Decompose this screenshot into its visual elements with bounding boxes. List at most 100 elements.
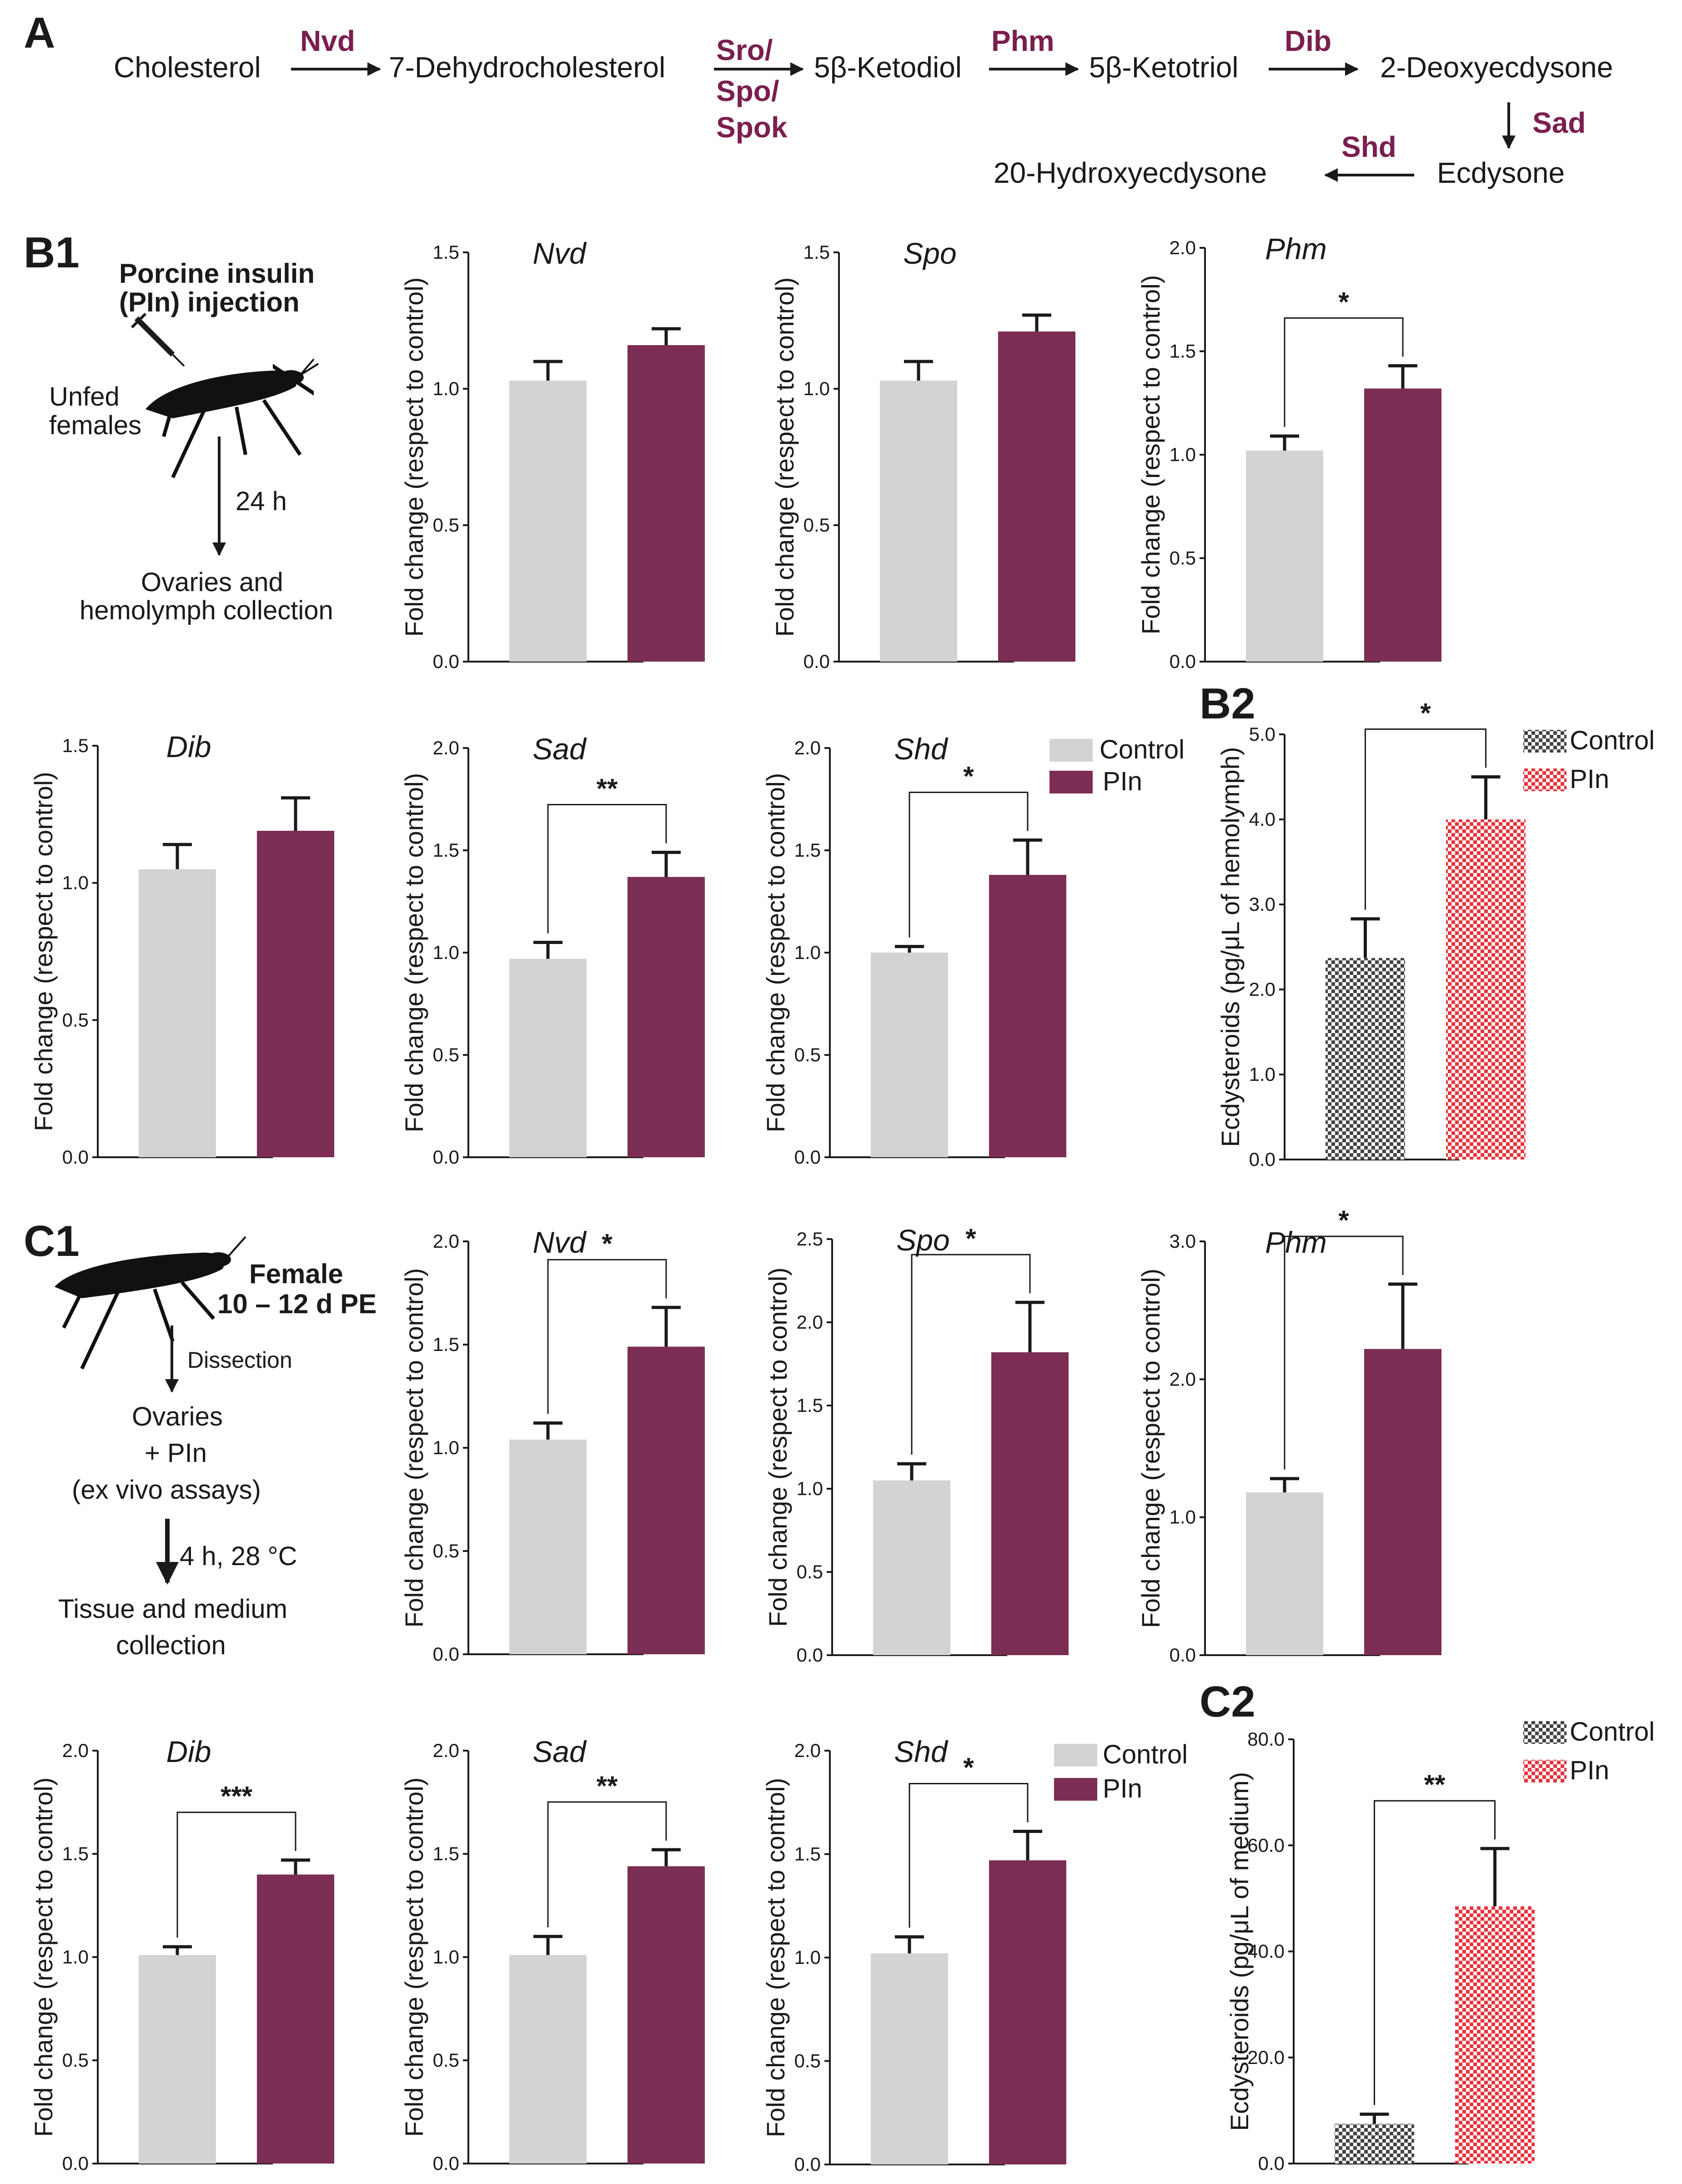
y-tick-label: 0.0 [433,651,459,672]
legend-swatch-control [1523,730,1567,753]
y-tick-label: 1.5 [62,735,89,756]
bar-control [871,1953,948,2164]
chart-title: Phm [1265,232,1327,266]
bar-control [871,953,948,1157]
y-axis-label: Fold change (respect to control) [400,1777,428,2137]
y-tick-label: 0.0 [433,1643,459,1665]
protocol-b-title-2: (PIn) injection [119,287,300,317]
y-tick-label: 2.0 [797,1311,823,1333]
compound-7-dehydrocholesterol: 7-Dehydrocholesterol [389,51,665,84]
bar-pin [1364,1349,1441,1655]
y-tick-label: 0.5 [62,1009,89,1030]
y-tick-label: 1.5 [1170,341,1196,362]
significance-label: * [1338,1205,1349,1235]
legend-c1: Control PIn [1054,1740,1188,1803]
chart-title: Dib [166,730,211,763]
y-tick-label: 0.0 [433,2153,459,2174]
legend-label-pin: PIn [1570,764,1609,794]
bar-control [873,1480,950,1655]
bar-control [880,381,957,662]
significance-label: ** [597,1771,618,1801]
chart-title: Nvd [532,236,587,270]
protocol-c-time: 4 h, 28 °C [180,1541,297,1571]
y-axis-label: Fold change (respect to control) [400,277,428,637]
protocol-c-mid-1: Ovaries [132,1402,223,1431]
enzyme-sro: Sro/ [716,34,773,66]
y-tick-label: 1.5 [62,1843,89,1864]
bar-pin [989,875,1066,1157]
significance-bracket [1284,317,1404,427]
compound-ecdysone: Ecdysone [1437,156,1565,189]
y-tick-label: 1.5 [433,839,459,861]
protocol-c-step: Dissection [187,1347,292,1373]
pathway: Cholesterol Nvd 7-Dehydrocholesterol Sro… [114,25,1613,189]
panel-label-c1: C1 [24,1217,80,1265]
protocol-c-mid-2: + PIn [145,1438,207,1468]
y-axis-label: Fold change (respect to control) [770,277,799,637]
legend-label-control: Control [1103,1740,1188,1769]
chart-title: Phm [1265,1225,1327,1259]
y-tick-label: 1.0 [797,1478,823,1499]
chart-c2: 0.0 20.0 40.0 60.0 80.0 Ecdysteroids (pg/μL o… [1225,1728,1535,2174]
y-tick-label: 0.0 [794,1146,821,1168]
y-axis-label: Fold change (respect to control) [400,773,428,1133]
protocol-c-mid-3: (ex vivo assays) [72,1475,261,1505]
chart-c1-dib: 0.0 0.5 1.0 1.5 2.0 Dib Fold change (respect t… [29,1735,334,2174]
y-tick-label: 1.0 [433,942,459,963]
y-tick-label: 1.5 [794,839,821,861]
chart-b1-dib: 0.0 0.5 1.0 1.5 Dib Fold change (respect to c… [29,730,334,1168]
y-tick-label: 1.0 [433,378,459,399]
bar-pin [998,331,1075,662]
y-tick-label: 1.0 [433,1437,459,1458]
y-tick-label: 80.0 [1247,1728,1285,1750]
bar-control [139,1955,216,2164]
chart-c1-spo: 0.0 0.5 1.0 1.5 2.0 2.5 Spo Fold change (respec… [763,1223,1069,1666]
y-tick-label: 0.5 [794,2050,821,2072]
significance-label: * [1420,698,1431,728]
significance-label: *** [221,1781,253,1812]
chart-b1-phm: 0.0 0.5 1.0 1.5 2.0 Phm Fold change (respect t… [1136,232,1441,672]
enzyme-spo: Spo/ [716,75,779,107]
y-tick-label: 1.0 [803,378,830,399]
y-tick-label: 0.5 [1170,547,1196,569]
enzyme-nvd: Nvd [300,25,355,57]
insect-icon [146,358,319,478]
bar-pin [628,877,705,1157]
legend-c2: Control PIn [1523,1717,1655,1785]
y-tick-label: 0.0 [1249,1149,1275,1170]
y-axis-label: Fold change (respect to control) [761,1778,790,2138]
y-tick-label: 3.0 [1170,1230,1196,1252]
y-tick-label: 0.0 [1258,2153,1285,2174]
y-axis-label: Fold change (respect to control) [1136,275,1165,635]
chart-title: Sad [532,1735,587,1768]
y-tick-label: 1.5 [797,1395,823,1416]
protocol-b-output-1: Ovaries and [141,567,283,597]
y-tick-label: 0.0 [433,1146,459,1168]
bar-control [1335,2124,1414,2164]
significance-bracket [176,1812,296,1938]
legend-swatch-pin [1523,1760,1567,1782]
chart-b1-sad: 0.0 0.5 1.0 1.5 2.0 Sad Fold change (respect t… [400,732,705,1168]
y-tick-label: 0.5 [797,1561,823,1582]
bar-control [1246,1492,1323,1655]
y-tick-label: 0.0 [797,1644,823,1666]
bar-pin [991,1352,1069,1655]
y-tick-label: 1.5 [803,241,830,263]
significance-label: * [1338,286,1349,317]
y-axis-label: Fold change (respect to control) [29,1777,58,2137]
chart-title: Nvd [532,1225,587,1259]
significance-bracket [909,792,1029,938]
chart-c1-nvd: 0.0 0.5 1.0 1.5 2.0 Nvd Fold change (respect t… [400,1225,705,1665]
legend-label-control: Control [1570,726,1655,755]
y-tick-label: 1.0 [794,942,821,963]
significance-bracket [1284,1235,1404,1470]
bar-pin [257,831,334,1157]
chart-title: Sad [532,732,587,766]
y-tick-label: 2.0 [794,1740,821,1761]
legend-swatch-pin [1049,771,1093,793]
legend-swatch-control [1523,1721,1567,1744]
significance-label: ** [597,773,618,804]
bar-pin [1446,819,1526,1160]
enzyme-phm: Phm [991,25,1054,57]
bar-control [509,959,587,1157]
